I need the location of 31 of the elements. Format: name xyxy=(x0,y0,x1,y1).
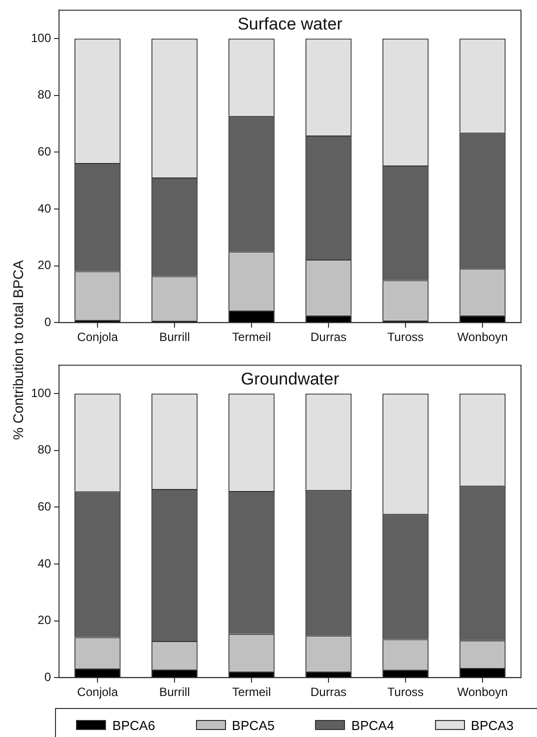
y-tick-label: 100 xyxy=(30,30,52,45)
y-tick-label: 100 xyxy=(30,386,52,400)
y-tick-label: 60 xyxy=(38,144,52,159)
x-tick-label: Wonboyn xyxy=(457,685,508,700)
x-tick-label: Wonboyn xyxy=(457,330,508,344)
x-tick-label: Durras xyxy=(310,330,347,344)
x-tick-label: Conjola xyxy=(77,330,118,344)
y-tick-label: 80 xyxy=(38,88,52,102)
legend-label: BPCA4 xyxy=(351,718,394,732)
y-tick-label: 0 xyxy=(44,670,52,684)
y-tick-label: 80 xyxy=(38,442,52,457)
x-tick-label: Burrill xyxy=(159,330,190,344)
y-tick-label: 40 xyxy=(38,556,52,570)
x-tick-label: Conjola xyxy=(77,685,118,700)
legend-label: BPCA5 xyxy=(232,718,275,732)
x-tick-label: Durras xyxy=(310,685,347,700)
y-tick-label: 20 xyxy=(38,613,52,628)
x-tick-label: Tuross xyxy=(387,330,424,344)
y-axis-title: % Contribution to total BPCA xyxy=(10,260,26,440)
chart-title: Surface water xyxy=(238,14,343,34)
x-tick-label: Termeil xyxy=(232,685,271,700)
y-tick-label: 40 xyxy=(38,201,52,216)
x-tick-label: Termeil xyxy=(232,330,271,344)
legend-label: BPCA6 xyxy=(112,718,156,732)
x-tick-label: Tuross xyxy=(387,685,424,700)
legend-label: BPCA3 xyxy=(470,718,514,732)
y-tick-label: 20 xyxy=(38,258,52,272)
x-tick-label: Burrill xyxy=(159,685,190,700)
y-tick-label: 0 xyxy=(44,314,52,329)
chart-title: Groundwater xyxy=(240,369,340,388)
y-tick-label: 60 xyxy=(38,500,52,514)
